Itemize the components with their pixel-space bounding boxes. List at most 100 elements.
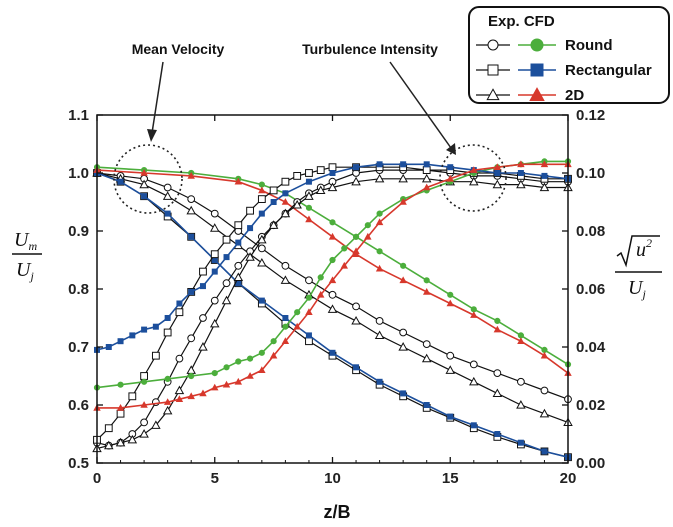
data-point <box>342 246 347 251</box>
data-point <box>329 291 336 298</box>
series-round-exp-left <box>94 170 572 403</box>
data-point <box>423 341 430 348</box>
mean-velocity-arrow <box>152 62 163 133</box>
y-left-tick-label: 0.6 <box>68 397 89 414</box>
data-point <box>200 284 205 289</box>
data-point <box>141 419 148 426</box>
y-right-tick-label: 0.02 <box>576 397 605 414</box>
data-point <box>164 192 172 199</box>
data-point <box>211 297 218 304</box>
data-point <box>187 207 195 214</box>
data-point <box>211 251 218 258</box>
data-point <box>129 393 136 400</box>
data-point <box>105 425 112 432</box>
legend-exp-marker <box>488 65 498 75</box>
data-point <box>224 255 229 260</box>
data-point <box>118 179 123 184</box>
x-tick-label: 20 <box>560 470 577 487</box>
data-point <box>247 356 252 361</box>
data-point <box>177 301 182 306</box>
data-point <box>354 365 359 370</box>
x-tick-label: 15 <box>442 470 459 487</box>
data-point <box>470 378 478 385</box>
data-point <box>448 414 453 419</box>
data-point <box>376 331 384 338</box>
data-point <box>377 379 382 384</box>
legend-label: Rectangular <box>565 62 652 79</box>
data-point <box>377 249 382 254</box>
data-point <box>542 347 547 352</box>
data-point <box>377 211 382 216</box>
legend-cfd-marker <box>531 64 543 76</box>
data-point <box>165 376 170 381</box>
data-point <box>259 350 264 355</box>
data-point <box>223 297 231 304</box>
y-right-radicand: u <box>636 239 646 261</box>
y-right-tick-label: 0.00 <box>576 455 605 472</box>
data-point <box>142 327 147 332</box>
data-point <box>283 316 288 321</box>
data-point <box>401 391 406 396</box>
svg-text:Um: Um <box>14 229 37 253</box>
data-point <box>236 359 241 364</box>
data-point <box>248 226 253 231</box>
data-point <box>294 173 301 180</box>
annotation-mean-velocity-text: Mean Velocity <box>132 41 225 57</box>
data-point <box>236 240 241 245</box>
data-point <box>542 449 547 454</box>
data-point <box>401 162 406 167</box>
data-point <box>259 298 264 303</box>
data-point <box>271 200 276 205</box>
data-point <box>518 378 525 385</box>
data-point <box>399 343 407 350</box>
data-point <box>188 196 195 203</box>
data-point <box>165 211 170 216</box>
data-point <box>330 350 335 355</box>
data-point <box>223 280 230 287</box>
data-point <box>353 234 358 239</box>
y-left-tick-label: 0.9 <box>68 223 89 240</box>
legend-cfd-marker <box>531 39 543 51</box>
data-point <box>200 268 207 275</box>
data-point <box>234 273 242 280</box>
data-point <box>164 329 171 336</box>
data-point <box>495 432 500 437</box>
legend-label: Round <box>565 37 612 54</box>
data-point <box>400 329 407 336</box>
data-point <box>495 318 500 323</box>
data-point <box>330 171 335 176</box>
data-point <box>130 333 135 338</box>
data-point <box>306 333 311 338</box>
data-point <box>223 236 230 243</box>
data-point <box>282 262 289 269</box>
data-point <box>365 223 370 228</box>
y-right-tick-label: 0.12 <box>576 107 605 124</box>
data-point <box>423 355 431 362</box>
data-point <box>270 187 277 194</box>
x-tick-label: 10 <box>324 470 341 487</box>
data-point <box>281 276 289 283</box>
data-point <box>142 194 147 199</box>
data-point <box>518 440 523 445</box>
data-point <box>106 345 111 350</box>
data-point <box>447 352 454 359</box>
y-left-tick-label: 1.0 <box>68 165 89 182</box>
data-point <box>424 162 429 167</box>
data-point <box>200 315 207 322</box>
data-point <box>353 303 360 310</box>
data-point <box>258 259 266 266</box>
x-tick-label: 5 <box>211 470 219 487</box>
data-point <box>495 171 500 176</box>
x-axis-label: z/B <box>324 502 351 522</box>
y-left-tick-label: 1.1 <box>68 107 89 124</box>
svg-text:Uj: Uj <box>16 259 34 283</box>
x-tick-label: 0 <box>93 470 101 487</box>
data-point <box>317 167 324 174</box>
data-point <box>152 352 159 359</box>
data-point <box>354 165 359 170</box>
annotation-turbulence-intensity-text: Turbulence Intensity <box>302 41 438 57</box>
data-point <box>282 178 289 185</box>
data-point <box>212 269 217 274</box>
data-point <box>283 191 288 196</box>
series-rectangular-exp-right <box>94 164 572 443</box>
